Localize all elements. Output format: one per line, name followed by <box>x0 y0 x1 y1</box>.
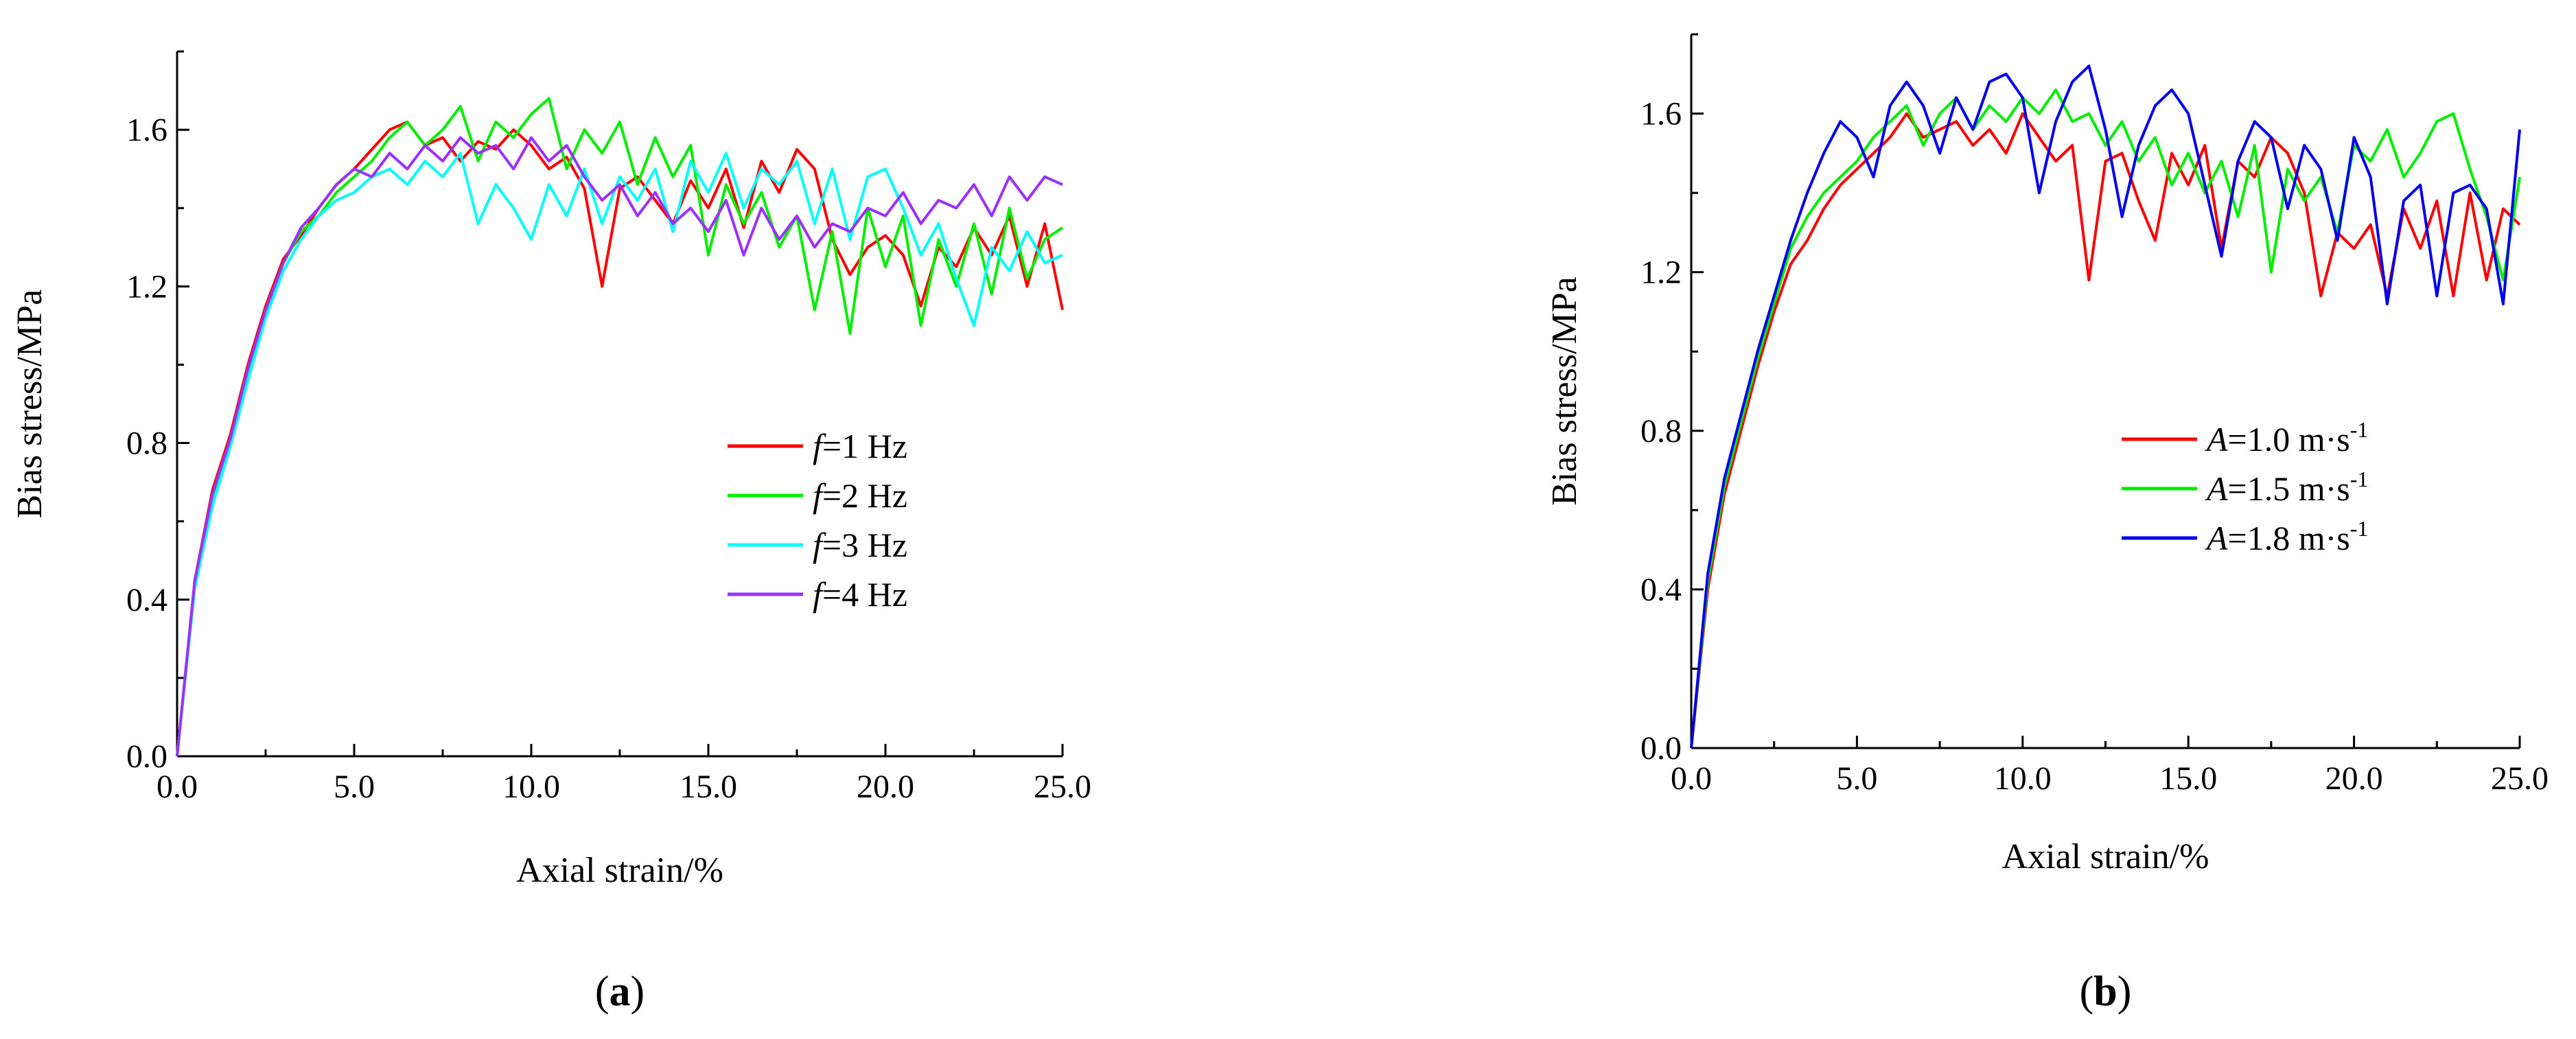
series-line-A-1-5-m-s-1 <box>1690 88 2521 749</box>
legend-label: f=4 Hz <box>813 575 907 614</box>
y-axis-label: Bias stress/MPa <box>10 290 49 519</box>
x-tick-label: 15.0 <box>2159 760 2217 797</box>
y-axis-label: Bias stress/MPa <box>1545 277 1584 506</box>
y-tick-label: 1.2 <box>126 268 167 305</box>
x-tick-label: 0.0 <box>1671 760 1712 797</box>
panel-caption: (a) <box>595 968 645 1015</box>
y-tick-label: 1.6 <box>126 112 167 148</box>
x-tick-label: 20.0 <box>2325 760 2383 797</box>
chart-panel-b: 0.0 5.0 10.0 15.0 20.0 25.0 0.0 0.4 0.8 1.2 1.6 Axi… <box>1545 33 2549 1015</box>
x-tick-label: 20.0 <box>857 769 914 805</box>
series-line-f-2-Hz <box>176 97 1064 757</box>
y-tick-label: 1.2 <box>1640 255 1682 291</box>
x-tick-label: 25.0 <box>2491 760 2549 797</box>
y-tick-label: 0.0 <box>126 738 167 775</box>
x-tick-label: 10.0 <box>1994 760 2052 797</box>
y-tick-label: 0.8 <box>126 425 167 462</box>
x-axis-label: Axial strain/% <box>2002 837 2209 876</box>
y-tick-label: 1.6 <box>1640 96 1682 132</box>
chart-panel-a: 0.0 5.0 10.0 15.0 20.0 25.0 0.0 0.4 0.8 1.2 1.6 Axi… <box>10 50 1091 1015</box>
legend-label: A=1.8 m·s-1 <box>2205 516 2368 557</box>
y-tick-label: 0.4 <box>1640 572 1682 608</box>
x-tick-label: 10.0 <box>502 769 560 805</box>
legend-label: f=3 Hz <box>813 526 907 564</box>
y-tick-label: 0.0 <box>1640 730 1682 767</box>
legend-label: f=2 Hz <box>813 476 907 515</box>
panel-caption: (b) <box>2080 968 2132 1015</box>
y-tick-label: 0.8 <box>1640 413 1682 450</box>
legend-label: A=1.0 m·s-1 <box>2205 417 2368 458</box>
x-tick-label: 15.0 <box>680 769 737 805</box>
x-tick-label: 5.0 <box>1836 760 1877 797</box>
series-line-A-1-0-m-s-1 <box>1690 112 2521 749</box>
legend-label: f=1 Hz <box>813 427 907 465</box>
x-tick-label: 5.0 <box>334 769 375 805</box>
series-line-f-3-Hz <box>176 152 1063 757</box>
y-tick-label: 0.4 <box>126 582 167 618</box>
series-line-f-4-Hz <box>176 136 1063 757</box>
x-tick-label: 25.0 <box>1034 769 1091 805</box>
legend-label: A=1.5 m·s-1 <box>2205 467 2368 508</box>
x-tick-label: 0.0 <box>156 769 198 805</box>
x-axis-label: Axial strain/% <box>516 851 723 890</box>
series-line-A-1-8-m-s-1 <box>1690 65 2521 749</box>
